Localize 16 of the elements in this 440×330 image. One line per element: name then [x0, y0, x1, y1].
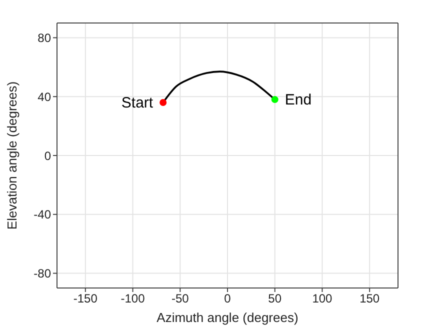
y-tick-label: 80: [38, 30, 52, 45]
x-axis-title: Azimuth angle (degrees): [156, 310, 298, 325]
series-label: Start: [121, 94, 154, 112]
series-label: End: [284, 92, 312, 109]
y-axis-title: Elevation angle (degrees): [4, 81, 20, 230]
y-tick-label: 0: [44, 148, 52, 163]
x-tick-label: 50: [268, 292, 282, 306]
x-tick-label: -50: [171, 292, 190, 306]
x-tick-label: 100: [312, 292, 333, 306]
y-tick-label: -80: [34, 266, 52, 281]
y-tick-label: 40: [38, 90, 52, 104]
x-tick-label: 150: [360, 292, 380, 306]
x-tick-label: -150: [73, 292, 98, 306]
y-tick-label: -40: [34, 208, 52, 222]
x-tick-label: 0: [224, 292, 232, 306]
x-tick-label: -100: [120, 292, 146, 306]
